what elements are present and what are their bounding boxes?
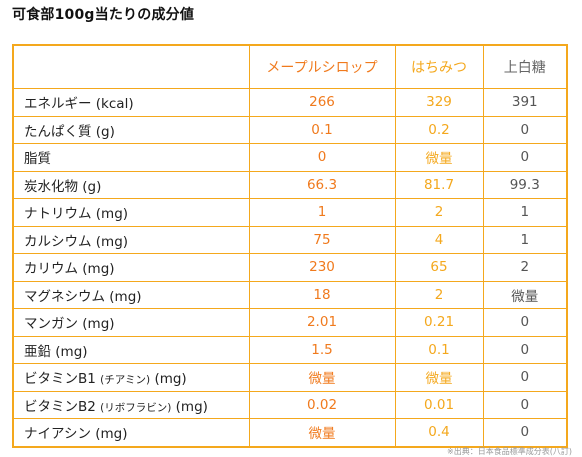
row-label: ビタミンB1 (チアミン) (mg) bbox=[12, 363, 250, 392]
table-row: 炭水化物 (g) 66.3 81.7 99.3 bbox=[12, 170, 568, 199]
page-title: 可食部100g当たりの成分値 bbox=[12, 7, 195, 23]
sugar-value: 99.3 bbox=[482, 170, 568, 199]
honey-value: 0.4 bbox=[394, 418, 484, 447]
sugar-value: 391 bbox=[482, 88, 568, 117]
header-honey: はちみつ bbox=[394, 44, 484, 89]
maple-value: 1.5 bbox=[248, 335, 396, 364]
honey-value: 0.1 bbox=[394, 335, 484, 364]
honey-value: 0.2 bbox=[394, 115, 484, 144]
table-row: マグネシウム (mg) 18 2 微量 bbox=[12, 280, 568, 309]
header-maple-syrup: メープルシロップ bbox=[248, 44, 396, 89]
maple-value: 230 bbox=[248, 253, 396, 282]
honey-value: 2 bbox=[394, 280, 484, 309]
honey-value: 0.01 bbox=[394, 390, 484, 419]
sugar-value: 0 bbox=[482, 308, 568, 337]
maple-value: 微量 bbox=[248, 363, 396, 392]
maple-value: 266 bbox=[248, 88, 396, 117]
table-row: ビタミンB2 (リボフラビン) (mg) 0.02 0.01 0 bbox=[12, 390, 568, 419]
table-row: エネルギー (kcal) 266 329 391 bbox=[12, 88, 568, 117]
table-row: ビタミンB1 (チアミン) (mg) 微量 微量 0 bbox=[12, 363, 568, 392]
maple-value: 0.02 bbox=[248, 390, 396, 419]
maple-value: 0 bbox=[248, 143, 396, 172]
maple-value: 66.3 bbox=[248, 170, 396, 199]
sugar-value: 2 bbox=[482, 253, 568, 282]
honey-value: 4 bbox=[394, 225, 484, 254]
row-label: ナイアシン (mg) bbox=[12, 418, 250, 447]
row-label: マグネシウム (mg) bbox=[12, 280, 250, 309]
row-label: 脂質 bbox=[12, 143, 250, 172]
table-row: たんぱく質 (g) 0.1 0.2 0 bbox=[12, 115, 568, 144]
row-label: カリウム (mg) bbox=[12, 253, 250, 282]
honey-value: 0.21 bbox=[394, 308, 484, 337]
honey-value: 微量 bbox=[394, 143, 484, 172]
row-label-note: (リボフラビン) bbox=[100, 401, 172, 414]
honey-value: 329 bbox=[394, 88, 484, 117]
maple-value: 75 bbox=[248, 225, 396, 254]
header-white-sugar: 上白糖 bbox=[482, 44, 568, 89]
honey-value: 81.7 bbox=[394, 170, 484, 199]
sugar-value: 0 bbox=[482, 363, 568, 392]
row-label: エネルギー (kcal) bbox=[12, 88, 250, 117]
source-note: ※出典：日本食品標準成分表(八訂) bbox=[447, 447, 572, 456]
row-label: 亜鉛 (mg) bbox=[12, 335, 250, 364]
table-row: カリウム (mg) 230 65 2 bbox=[12, 253, 568, 282]
sugar-value: 0 bbox=[482, 335, 568, 364]
table-row: カルシウム (mg) 75 4 1 bbox=[12, 225, 568, 254]
row-label: 炭水化物 (g) bbox=[12, 170, 250, 199]
table-row: ナトリウム (mg) 1 2 1 bbox=[12, 198, 568, 227]
row-label-name: ビタミンB1 bbox=[24, 371, 96, 388]
table-header-row: メープルシロップ はちみつ 上白糖 bbox=[12, 44, 568, 89]
sugar-value: 0 bbox=[482, 390, 568, 419]
row-label-note: (チアミン) bbox=[100, 374, 151, 387]
maple-value: 微量 bbox=[248, 418, 396, 447]
row-label-unit: (mg) bbox=[154, 371, 187, 388]
header-blank bbox=[12, 44, 250, 89]
table-row: マンガン (mg) 2.01 0.21 0 bbox=[12, 308, 568, 337]
sugar-value: 0 bbox=[482, 115, 568, 144]
row-label: マンガン (mg) bbox=[12, 308, 250, 337]
honey-value: 65 bbox=[394, 253, 484, 282]
maple-value: 18 bbox=[248, 280, 396, 309]
row-label: ナトリウム (mg) bbox=[12, 198, 250, 227]
sugar-value: 微量 bbox=[482, 280, 568, 309]
row-label: たんぱく質 (g) bbox=[12, 115, 250, 144]
sugar-value: 0 bbox=[482, 143, 568, 172]
table-row: 亜鉛 (mg) 1.5 0.1 0 bbox=[12, 335, 568, 364]
row-label-unit: (mg) bbox=[175, 398, 208, 415]
nutrition-table: メープルシロップ はちみつ 上白糖 エネルギー (kcal) 266 329 3… bbox=[12, 44, 568, 448]
table-row: 脂質 0 微量 0 bbox=[12, 143, 568, 172]
sugar-value: 1 bbox=[482, 225, 568, 254]
maple-value: 0.1 bbox=[248, 115, 396, 144]
honey-value: 2 bbox=[394, 198, 484, 227]
table-row: ナイアシン (mg) 微量 0.4 0 bbox=[12, 418, 568, 447]
row-label-name: ビタミンB2 bbox=[24, 398, 96, 415]
row-label: ビタミンB2 (リボフラビン) (mg) bbox=[12, 390, 250, 419]
maple-value: 2.01 bbox=[248, 308, 396, 337]
sugar-value: 1 bbox=[482, 198, 568, 227]
sugar-value: 0 bbox=[482, 418, 568, 447]
honey-value: 微量 bbox=[394, 363, 484, 392]
row-label: カルシウム (mg) bbox=[12, 225, 250, 254]
maple-value: 1 bbox=[248, 198, 396, 227]
